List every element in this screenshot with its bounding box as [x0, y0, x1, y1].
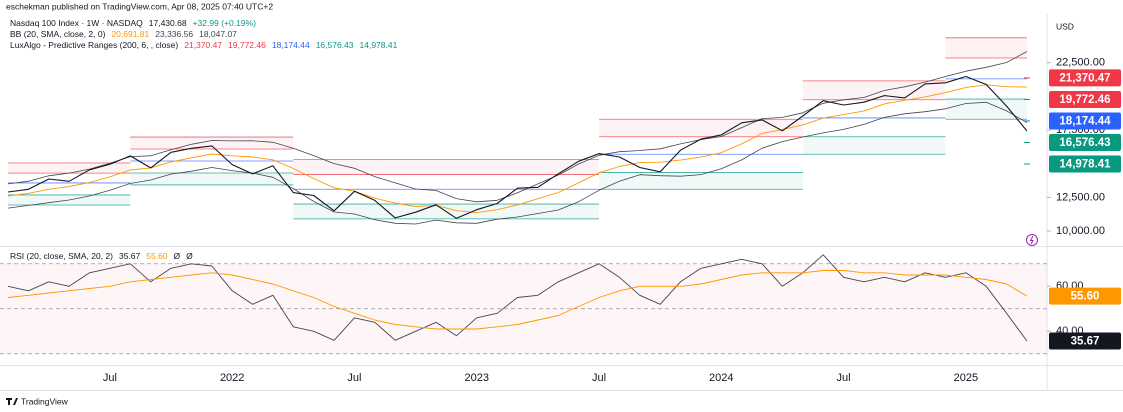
resistance-zone [130, 137, 294, 150]
publisher: eschekman published on TradingView.com, … [6, 1, 273, 11]
brand-logo [6, 398, 18, 405]
legend-label: RSI (20, close, SMA, 20, 2) [10, 251, 113, 261]
brand: TradingView [21, 396, 69, 406]
price-label-box [1049, 133, 1121, 151]
resistance-zone [8, 163, 131, 174]
alert-icon-bolt [1029, 235, 1034, 245]
rsi-band [0, 263, 1047, 354]
legend-value: 16,576.43 [316, 40, 354, 50]
rsi-ma-line [7, 270, 1028, 330]
y-tick-label: 22,500.00 [1056, 57, 1105, 69]
legend-row: LuxAlgo - Predictive Ranges (200, 6, , c… [10, 40, 398, 50]
support-zone [945, 99, 1027, 120]
legend-label: BB (20, SMA, close, 2, 0) [10, 29, 106, 39]
legend-value: 35.67 [119, 251, 141, 261]
legend-value: 14,978.41 [360, 40, 398, 50]
x-tick-label: Jul [347, 372, 361, 384]
legend-row: BB (20, SMA, close, 2, 0) 20,691.81 23,336… [10, 29, 237, 39]
resistance-zone [293, 159, 600, 175]
legend-row: RSI (20, close, SMA, 20, 2) 35.67 55.60 Ø Ø [10, 251, 193, 261]
support-zone [599, 172, 803, 190]
price-line [7, 75, 1028, 219]
y-tick-label: 12,500.00 [1056, 191, 1105, 203]
legend-value: Ø [186, 251, 193, 261]
y-tick-label: 10,000.00 [1056, 225, 1105, 237]
legend-value: 19,772.46 [228, 40, 266, 50]
currency: USD [1056, 21, 1074, 31]
bollinger-line [7, 101, 1028, 225]
legend-value: 18,047.07 [199, 29, 237, 39]
x-tick-label: Jul [837, 372, 851, 384]
price-label: 19,772.46 [1059, 94, 1110, 106]
legend-value: Ø [174, 251, 181, 261]
price-label-box [1049, 112, 1121, 130]
price-label: 21,370.47 [1059, 72, 1110, 84]
resistance-zone [945, 37, 1027, 59]
price-label-box [1049, 332, 1121, 350]
price-label-box [1049, 69, 1121, 87]
price-label: 55.60 [1071, 291, 1100, 303]
legend-value: 21,370.47 [184, 40, 222, 50]
x-tick-label: Jul [103, 372, 117, 384]
legend-value: 23,336.56 [155, 29, 193, 39]
price-label: 18,174.44 [1059, 115, 1111, 127]
x-tick-label: 2023 [464, 372, 488, 384]
rsi-line [7, 254, 1028, 342]
x-tick-label: 2022 [220, 372, 244, 384]
price-label: 16,576.43 [1059, 137, 1110, 149]
price-label-box [1049, 155, 1121, 173]
x-tick-label: 2025 [954, 372, 978, 384]
legend-value: 20,691.81 [111, 29, 149, 39]
price-label-box [1049, 287, 1121, 305]
alert-icon[interactable] [1026, 234, 1038, 246]
legend-value: 18,174.44 [272, 40, 310, 50]
x-tick-label: Jul [592, 372, 606, 384]
legend-value: +32.99 (+0.19%) [193, 18, 256, 28]
resistance-zone [599, 119, 803, 137]
legend-value: 55.60 [146, 251, 168, 261]
legend-label: LuxAlgo - Predictive Ranges (200, 6, , c… [10, 40, 178, 50]
x-tick-label: 2024 [709, 372, 733, 384]
bollinger-line [7, 84, 1028, 214]
support-zone [130, 172, 294, 185]
bollinger-line [7, 51, 1028, 203]
price-label: 35.67 [1071, 336, 1100, 348]
price-label-box [1049, 90, 1121, 108]
support-zone [802, 136, 946, 155]
legend-label: Nasdaq 100 Index · 1W · NASDAQ [10, 18, 143, 28]
price-label: 14,978.41 [1059, 159, 1111, 171]
legend-value: 17,430.68 [149, 18, 187, 28]
legend-row: Nasdaq 100 Index · 1W · NASDAQ 17,430.68 +… [10, 18, 256, 28]
